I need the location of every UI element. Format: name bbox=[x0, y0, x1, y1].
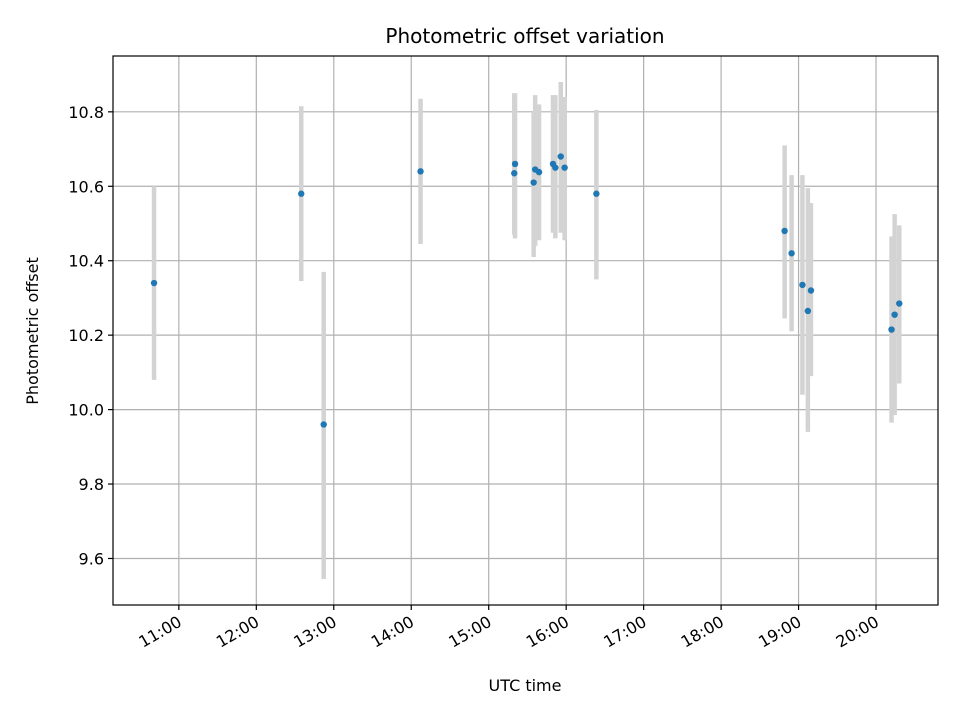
data-point bbox=[781, 227, 788, 235]
data-point bbox=[530, 179, 537, 186]
data-point bbox=[807, 287, 815, 294]
y-tick-label: 10.2 bbox=[68, 326, 104, 345]
y-tick-label: 10.4 bbox=[68, 252, 104, 271]
data-point bbox=[552, 164, 559, 171]
y-axis-ticks: 9.6 9.8 10.0 10.2 10.4 10.6 10.8 bbox=[68, 103, 113, 568]
grid bbox=[113, 56, 938, 605]
data-point bbox=[799, 281, 806, 289]
data-point bbox=[511, 160, 519, 168]
y-tick-label: 9.6 bbox=[79, 549, 104, 568]
data-point bbox=[150, 279, 158, 287]
data-point bbox=[891, 311, 898, 318]
data-point bbox=[320, 421, 327, 428]
y-tick-label: 10.6 bbox=[68, 177, 104, 196]
y-tick-label: 10.8 bbox=[68, 103, 104, 122]
data-point bbox=[888, 326, 895, 333]
data-point bbox=[557, 153, 564, 160]
plot-frame bbox=[112, 55, 939, 606]
data-point bbox=[535, 168, 543, 176]
chart-title: Photometric offset variation bbox=[385, 24, 664, 48]
y-tick-label: 9.8 bbox=[79, 475, 104, 494]
data-point bbox=[896, 300, 903, 307]
data-point bbox=[511, 170, 518, 177]
y-axis-label: Photometric offset bbox=[23, 257, 42, 405]
y-tick-label: 10.0 bbox=[68, 401, 104, 420]
data-point bbox=[417, 168, 424, 175]
data-point bbox=[804, 307, 812, 315]
x-axis-label: UTC time bbox=[489, 676, 562, 695]
data-points bbox=[150, 153, 903, 428]
data-point bbox=[298, 190, 305, 197]
data-point bbox=[593, 190, 600, 197]
data-point bbox=[788, 250, 795, 257]
data-point bbox=[561, 164, 568, 171]
